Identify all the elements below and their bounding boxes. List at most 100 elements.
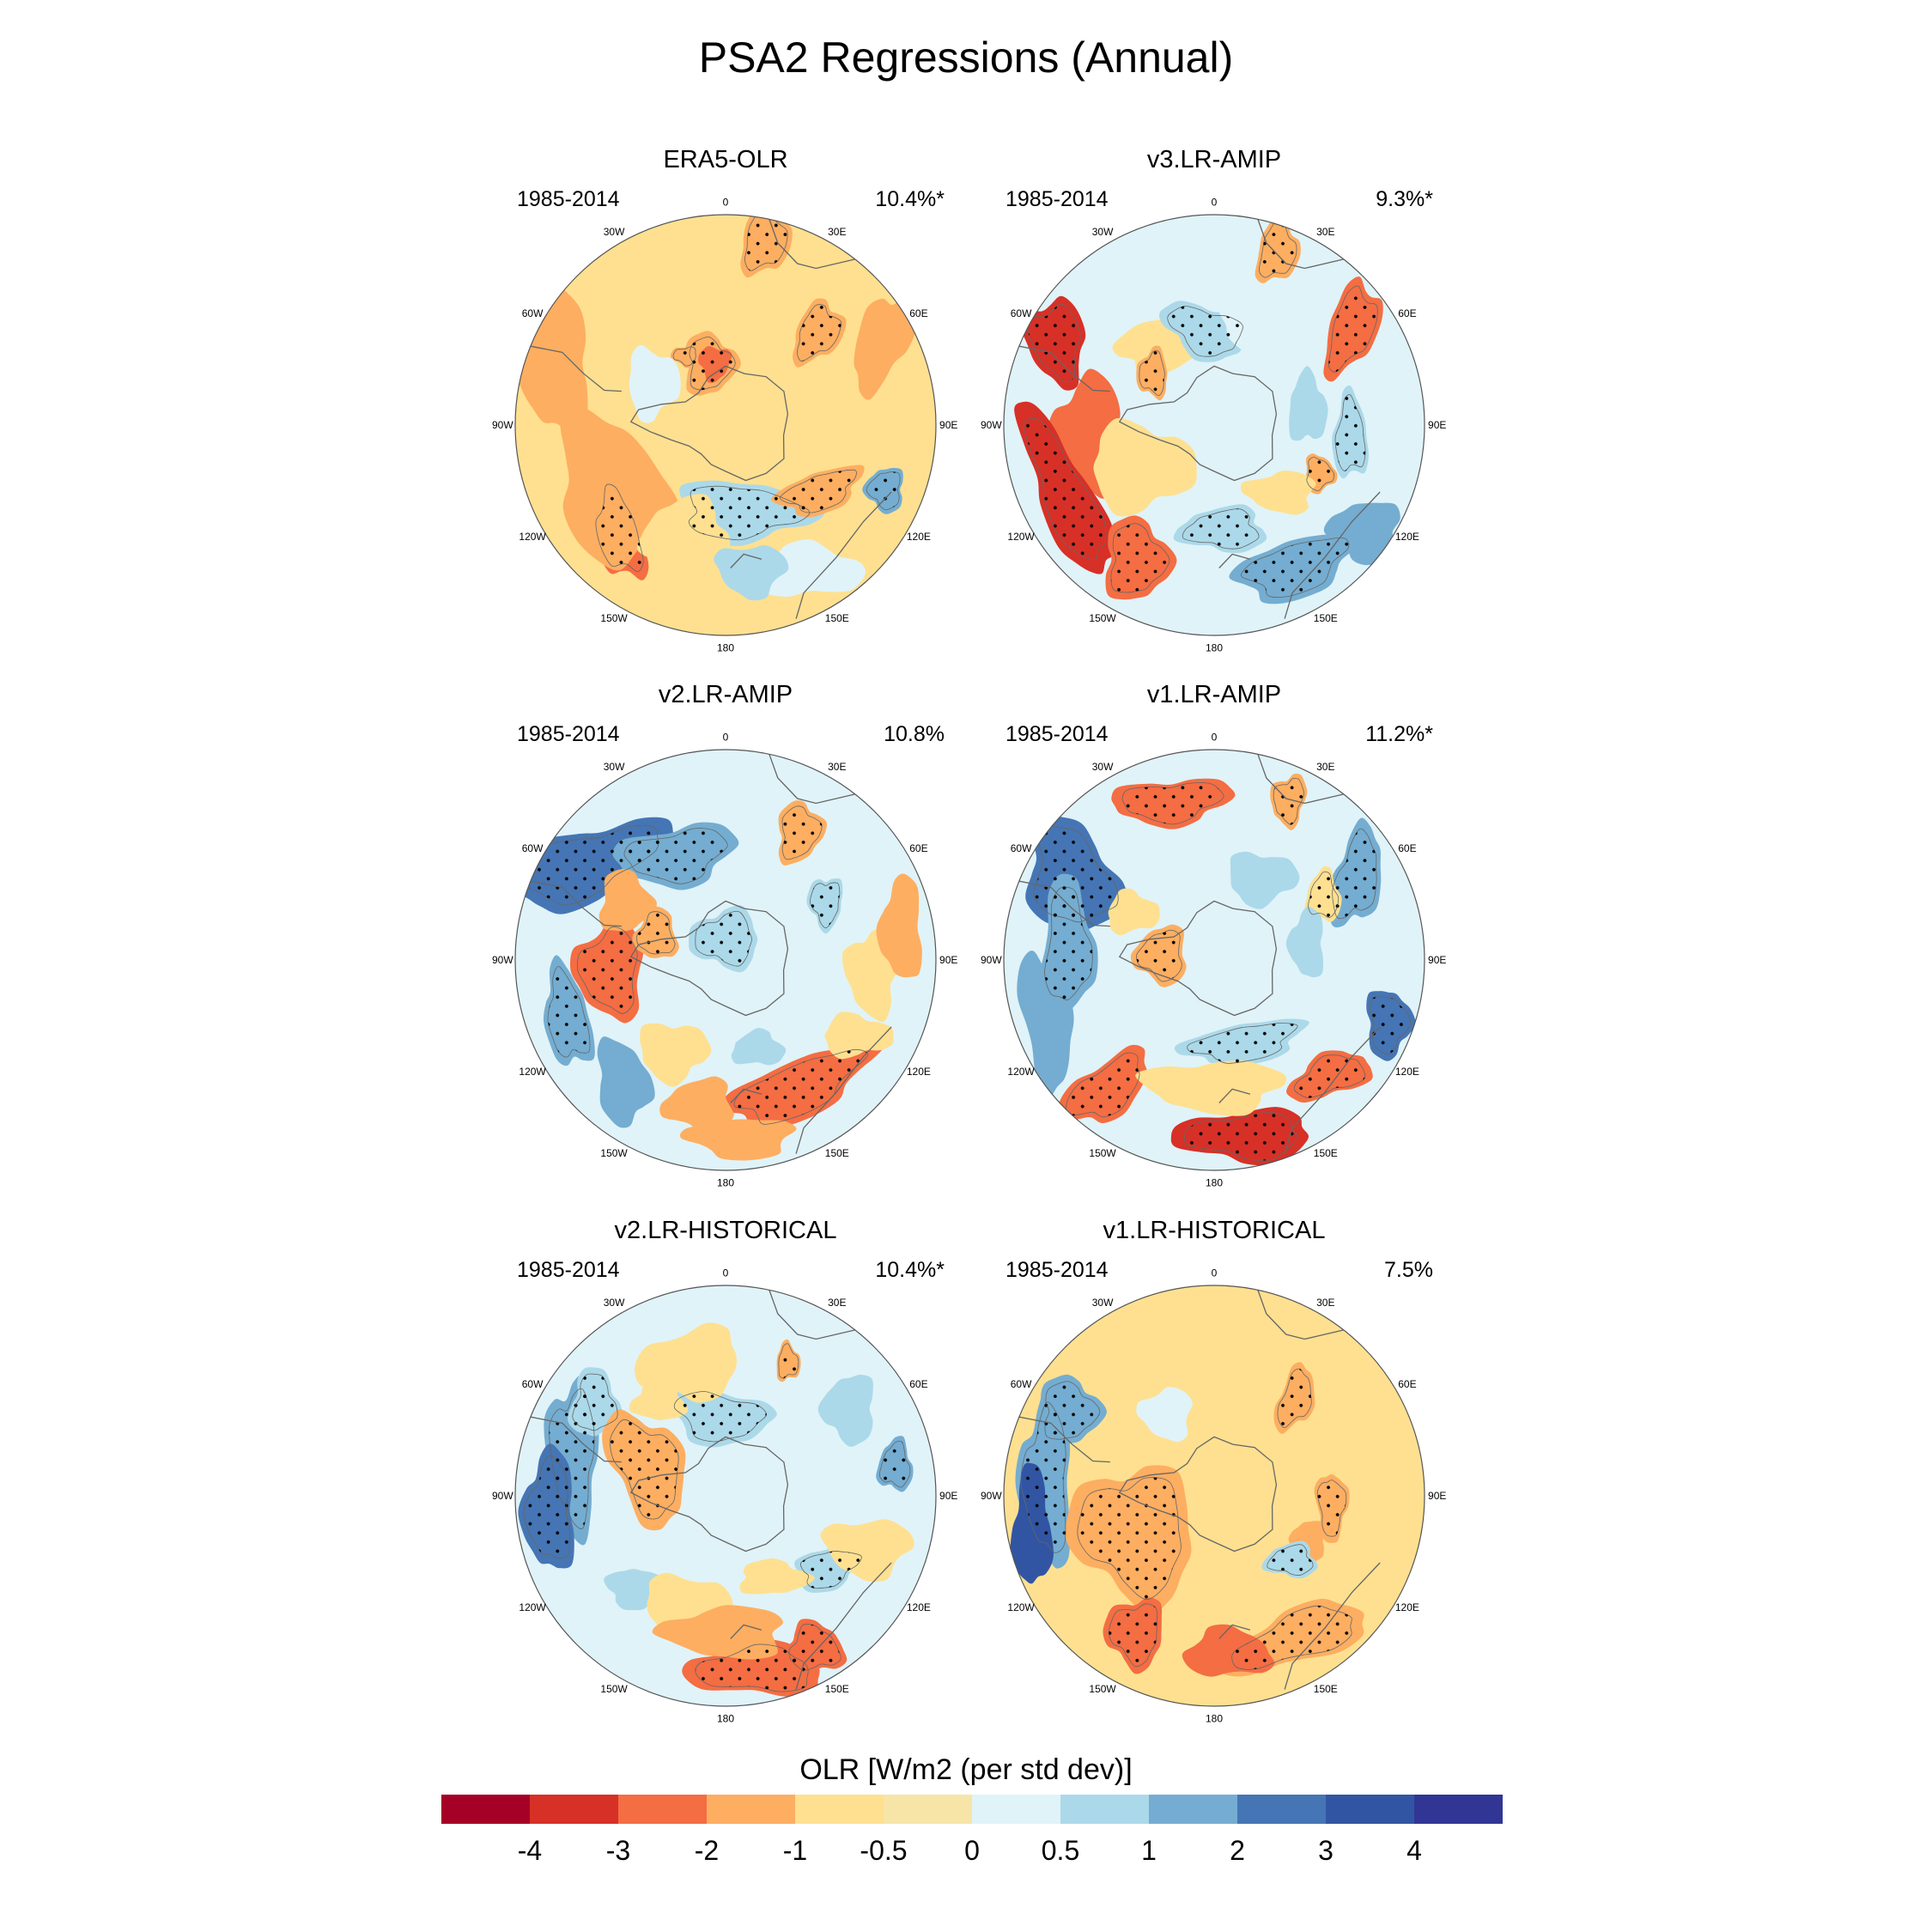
longitude-label: 180: [1206, 1713, 1223, 1725]
longitude-label: 30E: [1316, 761, 1334, 773]
significance-stippling: [1267, 1544, 1314, 1576]
significance-stippling: [695, 1643, 809, 1692]
longitude-label: 150E: [825, 1147, 849, 1159]
colorbar-swatch: [1149, 1795, 1237, 1824]
longitude-label: 30W: [1092, 226, 1114, 238]
coastline-antarctica: [1118, 365, 1278, 482]
longitude-label: 30E: [828, 761, 846, 773]
significance-stippling: [1277, 1369, 1312, 1428]
panel-period: 1985-2014: [1005, 187, 1109, 211]
longitude-label: 90W: [492, 419, 513, 431]
significance-stippling: [1044, 886, 1093, 1000]
coastline: [1257, 1290, 1344, 1340]
anomaly-region: [1240, 471, 1316, 515]
longitude-label: 180: [717, 642, 734, 654]
colorbar-swatch: [1414, 1795, 1503, 1824]
coastline: [1018, 345, 1110, 392]
coastline: [1284, 1562, 1381, 1690]
colorbar-title: OLR [W/m2 (per std dev)]: [799, 1753, 1133, 1786]
longitude-label: 90E: [1428, 1490, 1446, 1502]
map-panel-v1-lr-historical: v1.LR-HISTORICAL 1985-2014 7.5% 0 30E 60E 9…: [974, 1217, 1455, 1749]
longitude-label: 180: [717, 1713, 734, 1725]
longitude-label: 150E: [1314, 1147, 1338, 1159]
polar-map: 0 30E 60E 90E 120E 150E 180 150W 120W 90W 60W 30W: [492, 1267, 957, 1725]
longitude-label: 120W: [519, 1066, 546, 1078]
longitude-label: 60W: [1011, 842, 1032, 854]
significance-stippling: [1136, 930, 1182, 981]
longitude-label: 90W: [492, 1490, 513, 1502]
significance-stippling: [1167, 306, 1243, 357]
colorbar-swatch: [1237, 1795, 1326, 1824]
significance-stippling: [595, 483, 644, 572]
anomaly-region: [824, 1012, 894, 1060]
panel-title: ERA5-OLR: [663, 146, 788, 173]
significance-stippling: [623, 828, 728, 884]
significance-stippling: [1332, 829, 1377, 919]
longitude-label: 0: [723, 1267, 729, 1279]
significance-stippling: [1110, 523, 1170, 592]
significance-stippling: [1259, 219, 1297, 278]
coastline: [530, 345, 622, 392]
coastline: [1218, 1088, 1251, 1103]
longitude-label: 60W: [522, 1378, 544, 1390]
longitude-label: 30W: [604, 226, 625, 238]
colorbar-swatch: [618, 1795, 707, 1824]
coastline: [795, 491, 892, 619]
longitude-label: 120E: [1395, 1601, 1419, 1613]
colorbar-swatch: [1060, 1795, 1149, 1824]
coastline: [730, 1624, 762, 1639]
anomaly-region: [714, 544, 789, 601]
longitude-label: 30W: [1092, 761, 1114, 773]
longitude-label: 150W: [600, 612, 628, 624]
longitude-label: 120W: [1007, 531, 1035, 543]
map-panel-v3-lr-amip: v3.LR-AMIP 1985-2014 9.3%* 0 30E 60E 90E 120…: [974, 146, 1455, 678]
anomaly-region: [1218, 293, 1329, 367]
significance-stippling: [689, 337, 736, 391]
colorbar-tick-label: -3: [606, 1835, 630, 1866]
coastline: [530, 1416, 622, 1463]
significance-stippling: [1066, 1053, 1140, 1117]
longitude-label: 30W: [604, 1297, 625, 1309]
polar-map: 0 30E 60E 90E 120E 150E 180 150W 120W 90W 60W 30W: [492, 196, 957, 654]
coastline: [1018, 880, 1110, 927]
longitude-label: 60E: [909, 842, 927, 854]
significance-stippling: [1023, 418, 1106, 560]
anomaly-region: [1285, 906, 1323, 978]
panel-title: v2.LR-HISTORICAL: [614, 1217, 837, 1244]
polar-map: 0 30E 60E 90E 120E 150E 180 150W 120W 90W 60W 30W: [981, 731, 1446, 1189]
significance-stippling: [879, 1441, 910, 1488]
colorbar-tick-label: 0.5: [1042, 1835, 1079, 1866]
significance-stippling: [1139, 350, 1165, 396]
longitude-label: 120E: [907, 1066, 931, 1078]
anomaly-region: [876, 873, 922, 978]
longitude-label: 150E: [1314, 612, 1338, 624]
longitude-label: 180: [1206, 1177, 1223, 1189]
significance-stippling: [1308, 872, 1339, 918]
coastline-antarctica: [629, 365, 789, 482]
anomaly-region: [652, 1605, 783, 1660]
coastline-antarctica: [1118, 900, 1278, 1017]
longitude-label: 60W: [1011, 307, 1032, 319]
significance-stippling: [1182, 508, 1260, 550]
coastline: [1018, 1416, 1110, 1463]
coastline: [1257, 754, 1344, 805]
anomaly-region: [854, 295, 919, 400]
longitude-label: 90W: [981, 419, 1002, 431]
longitude-label: 0: [1212, 731, 1218, 743]
significance-stippling: [1241, 538, 1349, 598]
coastline-antarctica: [1118, 1436, 1278, 1552]
map-boundary: [1003, 1285, 1425, 1707]
map-panel-v1-lr-amip: v1.LR-AMIP 1985-2014 11.2%* 0 30E 60E 90E 12…: [974, 681, 1455, 1213]
longitude-label: 90E: [939, 1490, 957, 1502]
anomaly-region: [1113, 1297, 1272, 1374]
significance-stippling: [1122, 782, 1224, 824]
significance-stippling: [866, 471, 901, 510]
significance-stippling: [1273, 778, 1304, 825]
panel-title: v1.LR-AMIP: [1146, 681, 1282, 708]
significance-stippling: [1317, 1479, 1346, 1537]
anomaly-region: [739, 1558, 815, 1595]
longitude-label: 180: [1206, 642, 1223, 654]
coastline: [730, 1088, 762, 1103]
anomaly-region: [640, 1023, 712, 1087]
longitude-label: 60E: [909, 307, 927, 319]
